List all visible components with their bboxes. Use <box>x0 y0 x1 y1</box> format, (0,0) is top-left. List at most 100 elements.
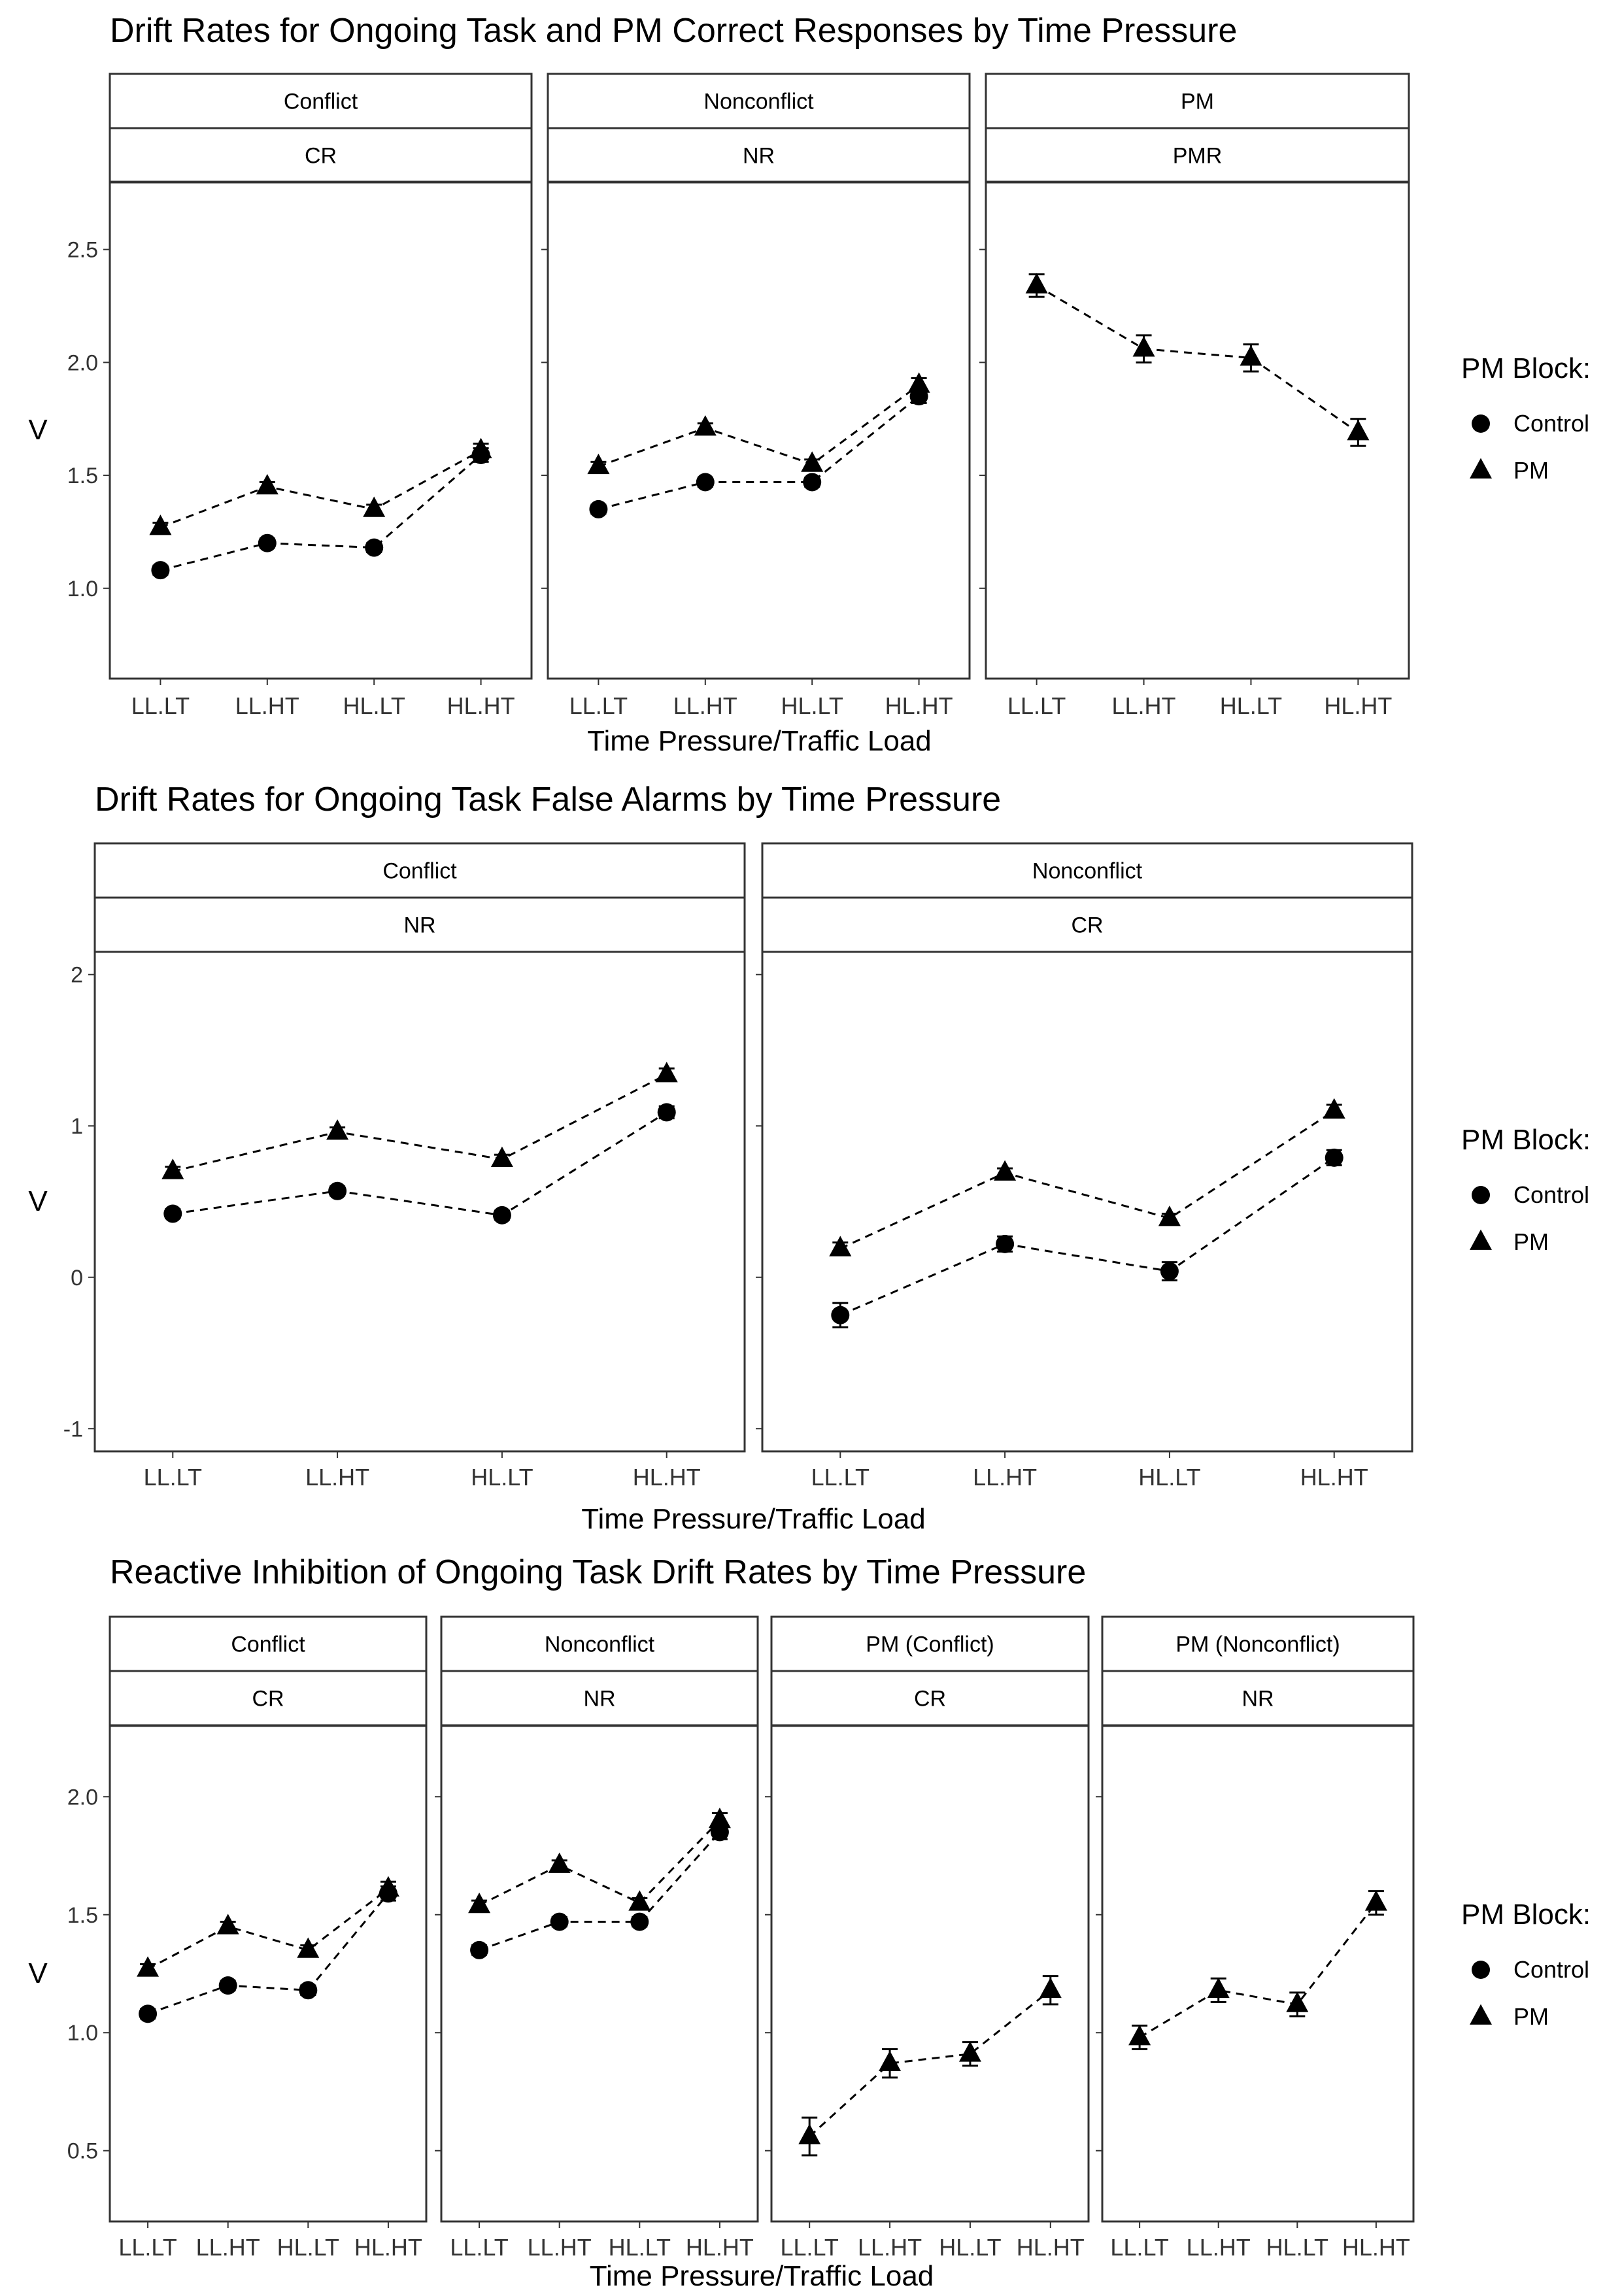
data-point-triangle <box>377 1876 399 1897</box>
x-tick-label: HL.HT <box>633 1464 701 1491</box>
y-tick-label: 2.0 <box>67 1785 98 1810</box>
data-point-triangle <box>469 437 492 458</box>
x-tick-label: HL.HT <box>447 692 515 719</box>
data-point-triangle <box>1240 345 1262 366</box>
y-axis-label: V <box>28 1957 48 1989</box>
data-point-triangle <box>149 515 172 535</box>
data-point-circle <box>365 538 384 557</box>
panel-1: Conflict CR LL.LT LL.HT HL.LT HL.HT <box>109 1615 428 2261</box>
panel-3: PM PMR LL.LT LL.HT HL.LT HL.HT <box>979 73 1410 719</box>
panel-border <box>770 1725 1090 2223</box>
strip-bottom-label: CR <box>305 144 337 169</box>
y-tick-label: 1.0 <box>67 577 98 601</box>
data-point-triangle <box>587 453 610 475</box>
data-point-triangle <box>326 1119 349 1140</box>
legend-triangle-icon <box>1470 2004 1492 2025</box>
data-point-circle <box>589 499 608 518</box>
series-line <box>147 1893 390 2015</box>
x-tick-label: LL.HT <box>235 692 299 719</box>
strip-top <box>440 1615 759 1672</box>
legend: PM Block: Control PM <box>1461 1899 1591 2030</box>
series-line <box>173 1111 667 1217</box>
series-line <box>598 384 920 467</box>
x-tick-label: LL.HT <box>1187 2234 1251 2261</box>
legend-triangle-icon <box>1470 458 1492 479</box>
data-point-circle <box>996 1234 1015 1253</box>
y-tick-label: 1.5 <box>67 464 98 488</box>
panel-2: Nonconflict NR LL.LT LL.HT HL.LT HL.HT <box>541 73 971 719</box>
series-pm <box>1128 1890 1387 2051</box>
strip-top-label: Conflict <box>231 1632 305 1657</box>
legend-label: PM <box>1513 457 1549 484</box>
x-tick-label: HL.HT <box>686 2234 754 2261</box>
strip-top-label: PM (Nonconflict) <box>1175 1632 1340 1657</box>
data-point-triangle <box>1286 1991 1309 2012</box>
x-tick-label: LL.LT <box>118 2234 177 2261</box>
legend-circle-icon <box>1472 1186 1490 1204</box>
x-tick-label: LL.HT <box>528 2234 592 2261</box>
legend-label: Control <box>1513 410 1589 437</box>
data-point-circle <box>258 533 277 552</box>
x-tick-label: HL.LT <box>277 2234 339 2261</box>
series-pm <box>468 1807 731 1914</box>
data-point-triangle <box>137 1956 160 1977</box>
data-point-triangle <box>628 1890 651 1911</box>
data-point-triangle <box>694 415 717 436</box>
x-tick-label: LL.LT <box>131 692 190 719</box>
y-tick-label: 2.5 <box>67 238 98 263</box>
data-point-triangle <box>1128 2025 1151 2046</box>
series-line <box>147 1887 389 1970</box>
strip-bottom <box>761 896 1413 953</box>
x-tick-label: LL.LT <box>569 692 628 719</box>
strip-top-label: PM (Conflict) <box>866 1632 994 1657</box>
x-tick-label: HL.LT <box>939 2234 1001 2261</box>
data-point-triangle <box>958 2041 981 2062</box>
legend: PM Block: Control PM <box>1461 352 1591 484</box>
series-pm <box>1025 273 1370 447</box>
x-tick-label: HL.LT <box>781 692 843 719</box>
strip-bottom-label: CR <box>1071 913 1103 938</box>
legend-circle-icon <box>1472 1961 1490 1979</box>
data-point-triangle <box>363 496 386 517</box>
panel-border <box>440 1725 759 2223</box>
data-point-triangle <box>1347 420 1370 441</box>
data-point-triangle <box>1025 273 1048 294</box>
strip-bottom <box>547 127 971 184</box>
data-point-circle <box>139 2004 158 2023</box>
panel-border <box>1101 1725 1415 2223</box>
y-tick-label: 2 <box>71 963 83 988</box>
data-point-circle <box>151 561 170 580</box>
strip-top-label: Nonconflict <box>545 1632 655 1657</box>
strip-top-label: PM <box>1181 90 1214 114</box>
y-tick-label: 0.5 <box>67 2139 98 2164</box>
series-line <box>479 1819 720 1906</box>
data-point-triangle <box>161 1158 184 1179</box>
y-axis-label: V <box>28 1185 48 1217</box>
data-point-circle <box>299 1981 318 2000</box>
strip-top <box>761 842 1413 899</box>
series-pm <box>149 437 492 535</box>
panel-1: Conflict CR LL.LT LL.HT HL.LT HL.HT <box>109 73 533 719</box>
strip-top <box>985 73 1410 129</box>
y-tick-label: 0 <box>71 1266 83 1291</box>
series-line <box>839 1109 1335 1250</box>
panel-border <box>109 180 533 680</box>
series-control <box>151 446 490 580</box>
chart-1: Drift Rates for Ongoing Task and PM Corr… <box>28 12 1591 757</box>
panel-border <box>761 951 1413 1453</box>
data-point-circle <box>492 1206 511 1224</box>
data-point-circle <box>550 1912 569 1931</box>
legend-circle-icon <box>1472 414 1490 433</box>
x-tick-label: HL.HT <box>354 2234 422 2261</box>
series-line <box>839 1156 1335 1317</box>
data-point-triangle <box>798 2123 821 2144</box>
x-tick-label: LL.HT <box>1112 692 1176 719</box>
data-point-circle <box>657 1103 676 1122</box>
chart-title: Drift Rates for Ongoing Task False Alarm… <box>95 781 1001 819</box>
strip-bottom <box>93 896 746 953</box>
legend: PM Block: Control PM <box>1461 1124 1591 1255</box>
series-pm <box>587 372 930 475</box>
series-line <box>172 1073 667 1173</box>
data-point-triangle <box>548 1852 571 1873</box>
strip-bottom <box>1101 1670 1415 1727</box>
